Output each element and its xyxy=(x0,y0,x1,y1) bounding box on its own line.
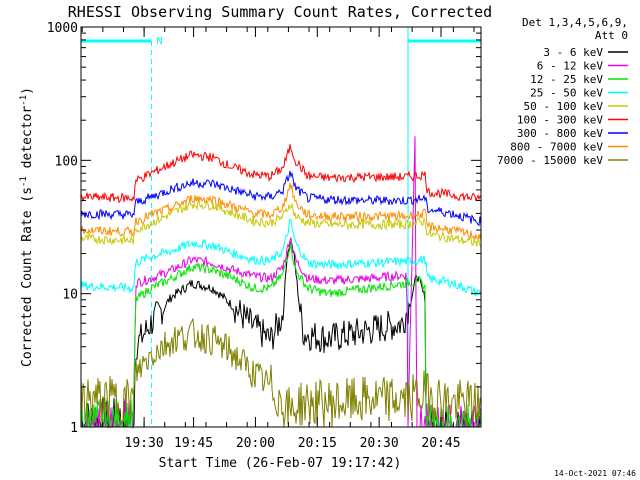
y-axis-title-end: ) xyxy=(20,87,35,95)
plot-frame xyxy=(80,26,482,428)
y-tick-label: 10 xyxy=(62,288,78,303)
footer-date: 14-Oct-2021 07:46 xyxy=(554,469,636,478)
legend-label: 100 - 300 keV xyxy=(517,114,603,127)
legend-label: 25 - 50 keV xyxy=(530,87,603,100)
series-line-3 xyxy=(80,218,482,297)
series-line-6 xyxy=(80,170,482,227)
legend-label: 800 - 7000 keV xyxy=(510,141,603,154)
y-axis-title-mid: detector xyxy=(20,106,35,177)
y-axis-title-exp-1: -1 xyxy=(19,176,29,187)
x-tick-label: 19:30 xyxy=(125,436,164,451)
series-line-5 xyxy=(80,144,482,204)
legend-label: 300 - 800 keV xyxy=(517,127,603,140)
y-axis-title-main: Corrected Count Rate (s xyxy=(20,187,35,367)
y-axis-title: Corrected Count Rate (s-1 detector-1) xyxy=(19,87,35,367)
legend-label: 12 - 25 keV xyxy=(530,73,603,86)
y-tick-label: 1000 xyxy=(47,21,78,36)
night-interval-0: N xyxy=(81,36,163,427)
chart-title: RHESSI Observing Summary Count Rates, Co… xyxy=(68,3,492,21)
series-line-2 xyxy=(80,242,482,428)
x-tick-label: 20:15 xyxy=(298,436,337,451)
x-tick-label: 19:45 xyxy=(174,436,213,451)
series-line-7 xyxy=(80,182,482,241)
series-line-4 xyxy=(80,198,482,248)
x-tick-label: 20:00 xyxy=(236,436,275,451)
y-tick-label: 100 xyxy=(55,154,78,169)
legend-header-line-1: Det 1,3,4,5,6,9, xyxy=(522,16,628,29)
legend-header-line-2: Att 0 xyxy=(595,29,628,42)
legend-label: 6 - 12 keV xyxy=(537,60,604,73)
x-tick-label: 20:45 xyxy=(421,436,460,451)
series-line-8 xyxy=(80,318,482,428)
y-tick-label: 1 xyxy=(70,421,78,436)
series-line-0 xyxy=(80,240,482,429)
y-axis-title-exp-2: -1 xyxy=(19,95,29,106)
x-tick-label: 20:30 xyxy=(360,436,399,451)
night-interval-1 xyxy=(407,27,481,427)
night-flag-label: N xyxy=(157,36,163,47)
legend-label: 3 - 6 keV xyxy=(543,46,603,59)
legend-label: 7000 - 15000 keV xyxy=(497,154,603,167)
legend-label: 50 - 100 keV xyxy=(524,100,604,113)
series-line-1 xyxy=(80,136,482,429)
x-axis-title: Start Time (26-Feb-07 19:17:42) xyxy=(159,456,402,471)
plot-area: N 1 10 100 1000 19:30 19:45 20:00 20:15 20:30 20:… xyxy=(47,21,482,451)
